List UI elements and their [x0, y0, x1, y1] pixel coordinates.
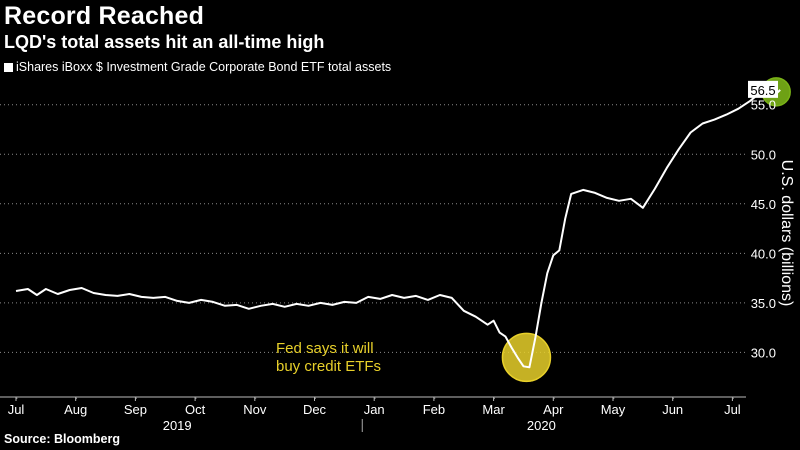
legend-label: iShares iBoxx $ Investment Grade Corpora… — [16, 60, 392, 74]
annotation-markers — [501, 77, 791, 383]
highlight-circle-fed — [501, 332, 552, 383]
y-tick-label: 50.0 — [751, 147, 776, 162]
x-tick-label: Feb — [423, 402, 445, 417]
last-value-label: 56.5 — [750, 83, 775, 98]
x-tick-label: Mar — [482, 402, 505, 417]
annotation-text-line-1: Fed says it will — [276, 340, 374, 357]
x-tick-label: Jan — [364, 402, 385, 417]
grid-layer — [0, 104, 746, 353]
series-layer: 56.5 — [15, 80, 781, 369]
x-tick-label: Jul — [724, 402, 741, 417]
y-tick-label: 35.0 — [751, 296, 776, 311]
annotation-text-line-2: buy credit ETFs — [276, 358, 381, 375]
x-tick-label: Jun — [662, 402, 683, 417]
y-tick-label: 30.0 — [751, 345, 776, 360]
last-value-box — [748, 80, 778, 98]
chart-title: Record Reached — [4, 2, 205, 30]
chart-subtitle: LQD's total assets hit an all-time high — [4, 32, 325, 52]
x-tick-label: Nov — [243, 402, 267, 417]
x-tick-label: Oct — [185, 402, 206, 417]
y-tick-label: 45.0 — [751, 197, 776, 212]
x-tick-label: May — [601, 402, 626, 417]
x-tick-label: Apr — [543, 402, 564, 417]
axis-layer: 30.0 35.0 40.0 45.0 50.0 55.0 Jul Aug Sep Oct Nov D… — [0, 98, 776, 433]
y-tick-label: 55.0 — [751, 98, 776, 113]
x-tick-label: Jul — [8, 402, 25, 417]
x-tick-label: Dec — [303, 402, 327, 417]
year-label-2019: 2019 — [163, 418, 192, 433]
y-axis-title: U.S. dollars (billions) — [778, 160, 795, 307]
legend: iShares iBoxx $ Investment Grade Corpora… — [4, 60, 391, 74]
x-tick-label: Sep — [124, 402, 147, 417]
y-tick-label: 40.0 — [751, 246, 776, 261]
x-tick-label: Aug — [64, 402, 87, 417]
year-label-2020: 2020 — [527, 418, 556, 433]
legend-swatch-icon — [4, 62, 13, 72]
source-note: Source: Bloomberg — [4, 432, 120, 446]
series-line — [15, 88, 781, 369]
